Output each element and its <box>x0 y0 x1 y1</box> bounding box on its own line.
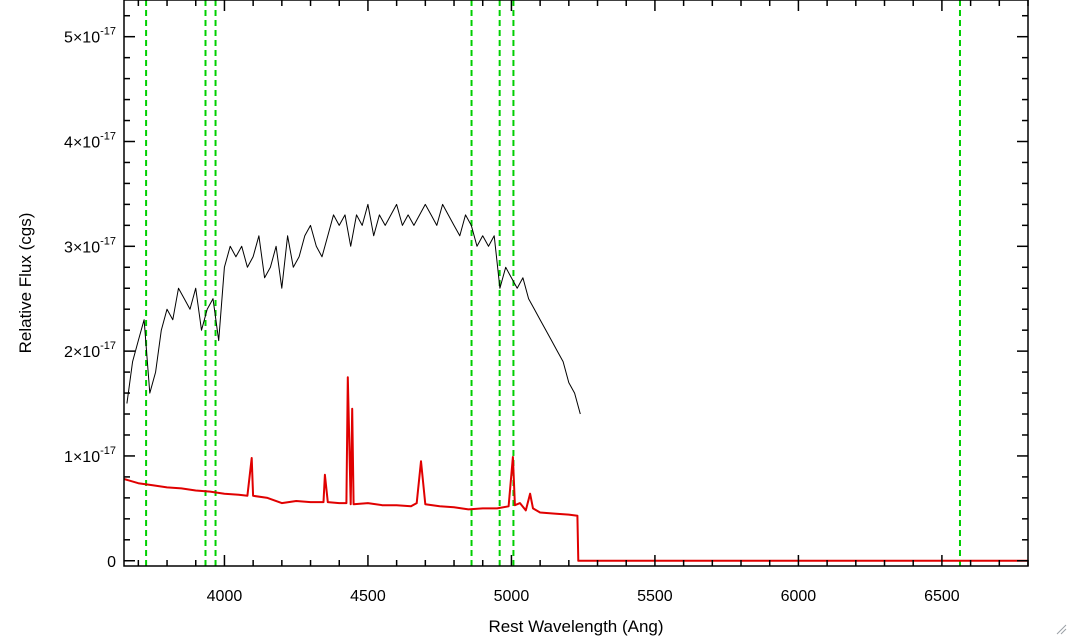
y-tick-label: 2×10-17 <box>64 340 116 361</box>
series-layer <box>124 203 1028 562</box>
series-line-0 <box>126 203 581 415</box>
y-axis-tick-labels: 0 1×10-17 2×10-17 3×10-17 4×10-17 5×10-17 <box>64 26 116 571</box>
x-tick-label: 4500 <box>350 588 386 605</box>
reference-lines <box>145 0 961 566</box>
y-tick-label: 0 <box>107 554 116 571</box>
x-tick-label: 5500 <box>637 588 673 605</box>
x-axis-ticks <box>137 0 1029 566</box>
x-axis-tick-labels: 4000 4500 5000 5500 6000 6500 <box>207 588 960 605</box>
y-axis-title: Relative Flux (cgs) <box>16 213 35 354</box>
y-axis-ticks <box>124 14 1028 562</box>
y-tick-label: 3×10-17 <box>64 235 116 256</box>
x-tick-label: 5000 <box>494 588 530 605</box>
resize-grip-icon[interactable] <box>1055 623 1067 635</box>
x-tick-label: 6500 <box>924 588 960 605</box>
plot-frame <box>123 0 1029 567</box>
series-line-1 <box>124 376 1028 562</box>
x-tick-label: 4000 <box>207 588 243 605</box>
y-tick-label: 1×10-17 <box>64 445 116 466</box>
x-axis-title: Rest Wavelength (Ang) <box>488 617 663 636</box>
x-tick-label: 6000 <box>781 588 817 605</box>
y-tick-label: 5×10-17 <box>64 26 116 47</box>
y-tick-label: 4×10-17 <box>64 131 116 152</box>
